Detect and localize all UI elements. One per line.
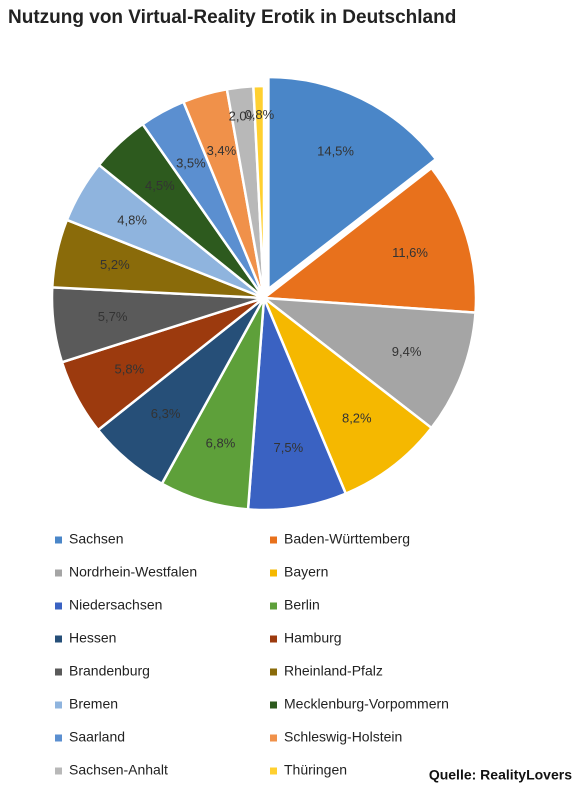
pie-slice — [267, 75, 438, 292]
legend-label: Mecklenburg-Vorpommern — [284, 696, 449, 712]
data-label: 8,2% — [342, 411, 372, 426]
legend-label: Brandenburg — [69, 663, 150, 679]
data-label: 5,7% — [98, 309, 128, 324]
legend-label: Bremen — [69, 696, 118, 712]
legend-label: Rheinland-Pfalz — [284, 663, 383, 679]
data-label: 5,8% — [115, 361, 145, 376]
legend-label: Hamburg — [284, 630, 342, 646]
legend-swatch — [55, 602, 62, 610]
data-label: 11,6% — [392, 245, 428, 260]
pie-slice — [261, 294, 434, 496]
pie-slice — [246, 297, 348, 512]
legend-swatch — [270, 767, 277, 775]
data-label: 3,4% — [207, 143, 237, 158]
legend-label: Bayern — [284, 564, 328, 580]
legend-swatch — [55, 668, 62, 676]
pie-slice — [260, 166, 478, 314]
legend-swatch — [270, 602, 277, 610]
data-label: 3,5% — [176, 155, 206, 170]
legend-swatch — [270, 668, 277, 676]
legend-label: Hessen — [69, 630, 116, 646]
data-label: 7,5% — [274, 440, 304, 455]
legend-swatch — [55, 734, 62, 742]
data-label: 9,4% — [392, 344, 422, 359]
legend-swatch — [55, 635, 62, 643]
legend-swatch — [55, 569, 62, 577]
legend-label: Saarland — [69, 729, 125, 745]
pie-slice — [259, 296, 477, 430]
legend-swatch — [55, 701, 62, 709]
legend-label: Thüringen — [284, 762, 347, 778]
data-label: 5,2% — [100, 257, 130, 272]
data-label: 2,0% — [229, 108, 259, 123]
legend-label: Sachsen — [69, 531, 123, 547]
data-label: 6,8% — [206, 436, 236, 451]
source: Quelle: RealityLovers — [429, 767, 572, 783]
data-label: 14,5% — [317, 143, 354, 158]
data-label: 4,5% — [145, 178, 175, 193]
chart-title: Nutzung von Virtual-Reality Erotik in De… — [8, 7, 456, 28]
legend-label: Nordrhein-Westfalen — [69, 564, 197, 580]
legend-label: Berlin — [284, 597, 320, 613]
legend-swatch — [270, 701, 277, 709]
legend-label: Niedersachsen — [69, 597, 162, 613]
legend-swatch — [270, 635, 277, 643]
legend-swatch — [55, 536, 62, 544]
legend-swatch — [55, 767, 62, 775]
pie-slice — [252, 84, 266, 299]
legend-swatch — [270, 569, 277, 577]
legend-swatch — [270, 734, 277, 742]
legend-label: Baden-Württemberg — [284, 531, 410, 547]
legend-label: Sachsen-Anhalt — [69, 762, 168, 778]
legend-label: Schleswig-Holstein — [284, 729, 402, 745]
legend-swatch — [270, 536, 277, 544]
data-label: 4,8% — [117, 213, 147, 228]
data-label: 6,3% — [151, 406, 181, 421]
data-label: 0,8% — [245, 107, 275, 122]
